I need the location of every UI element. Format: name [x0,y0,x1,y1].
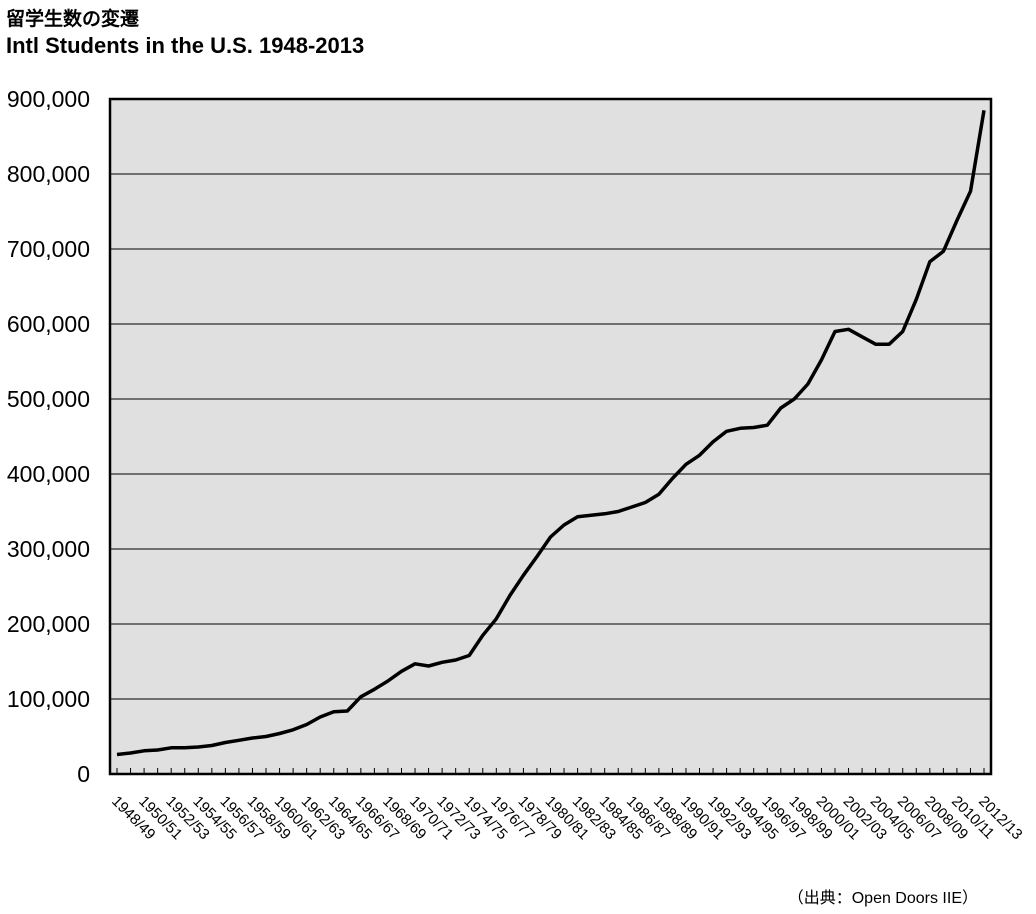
series-line-intl-students [116,110,986,757]
gridlines [110,173,991,700]
source-note: （出典：Open Doors IIE） [787,890,978,907]
chart-title-japanese: 留学生数の変遷 [6,8,140,30]
y-tick-label: 600,000 [7,311,90,337]
x-axis-tick-labels: 1948/491950/511952/531954/551956/571958/… [108,793,1025,843]
y-tick-label: 0 [77,761,90,787]
y-tick-label: 900,000 [7,86,90,112]
chart-title-english: Intl Students in the U.S. 1948-2013 [6,33,365,58]
y-tick-label: 400,000 [7,461,90,487]
y-tick-label: 100,000 [7,686,90,712]
y-tick-label: 800,000 [7,161,90,187]
y-tick-label: 300,000 [7,536,90,562]
plot-area [110,99,991,774]
y-tick-label: 700,000 [7,236,90,262]
y-axis-tick-labels: 0 100,000 200,000 300,000 400,000 500,000 600,… [7,86,90,787]
y-tick-label: 500,000 [7,386,90,412]
y-tick-label: 200,000 [7,611,90,637]
plot-frame [108,97,993,776]
